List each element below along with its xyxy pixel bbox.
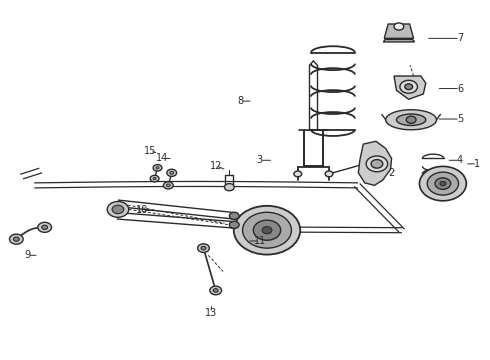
Circle shape	[42, 225, 48, 229]
Circle shape	[400, 80, 417, 93]
Circle shape	[427, 172, 459, 195]
Polygon shape	[384, 24, 414, 39]
Text: 2: 2	[389, 168, 395, 178]
Circle shape	[224, 184, 234, 191]
Text: 11: 11	[253, 236, 266, 246]
Circle shape	[406, 116, 416, 123]
Circle shape	[234, 206, 300, 255]
Circle shape	[166, 184, 170, 187]
Text: 6: 6	[457, 84, 463, 94]
Text: 12: 12	[210, 161, 222, 171]
Circle shape	[13, 237, 19, 241]
Ellipse shape	[396, 114, 426, 126]
Circle shape	[170, 171, 173, 174]
Circle shape	[419, 166, 466, 201]
Circle shape	[394, 23, 404, 30]
Circle shape	[107, 202, 129, 217]
Circle shape	[163, 182, 173, 189]
Circle shape	[366, 156, 388, 172]
Circle shape	[253, 220, 281, 240]
Circle shape	[229, 221, 239, 228]
Circle shape	[38, 222, 51, 232]
Circle shape	[213, 289, 218, 292]
Circle shape	[150, 175, 159, 182]
Text: 9: 9	[24, 250, 31, 260]
Circle shape	[201, 246, 206, 250]
Text: 10: 10	[136, 206, 148, 216]
Circle shape	[294, 171, 302, 177]
Text: 13: 13	[205, 308, 217, 318]
Circle shape	[9, 234, 23, 244]
Text: 8: 8	[237, 96, 243, 106]
Text: 14: 14	[156, 153, 168, 163]
Text: 5: 5	[457, 114, 463, 124]
Circle shape	[210, 286, 221, 295]
Text: 3: 3	[257, 155, 263, 165]
Circle shape	[197, 244, 209, 252]
Text: 7: 7	[457, 33, 463, 43]
Circle shape	[371, 159, 383, 168]
Polygon shape	[383, 40, 415, 42]
Circle shape	[112, 205, 124, 214]
Circle shape	[435, 178, 451, 189]
Circle shape	[156, 167, 159, 169]
Circle shape	[243, 212, 292, 248]
Circle shape	[440, 181, 446, 186]
Text: 15: 15	[144, 146, 156, 156]
Text: 4: 4	[457, 155, 463, 165]
Ellipse shape	[386, 110, 437, 130]
Circle shape	[262, 226, 272, 234]
Polygon shape	[394, 76, 426, 99]
Circle shape	[153, 177, 156, 180]
Circle shape	[405, 84, 413, 90]
Text: 1: 1	[474, 159, 480, 169]
Polygon shape	[358, 141, 392, 185]
Circle shape	[229, 212, 239, 220]
Circle shape	[167, 169, 176, 176]
Circle shape	[325, 171, 333, 177]
Circle shape	[153, 165, 162, 171]
